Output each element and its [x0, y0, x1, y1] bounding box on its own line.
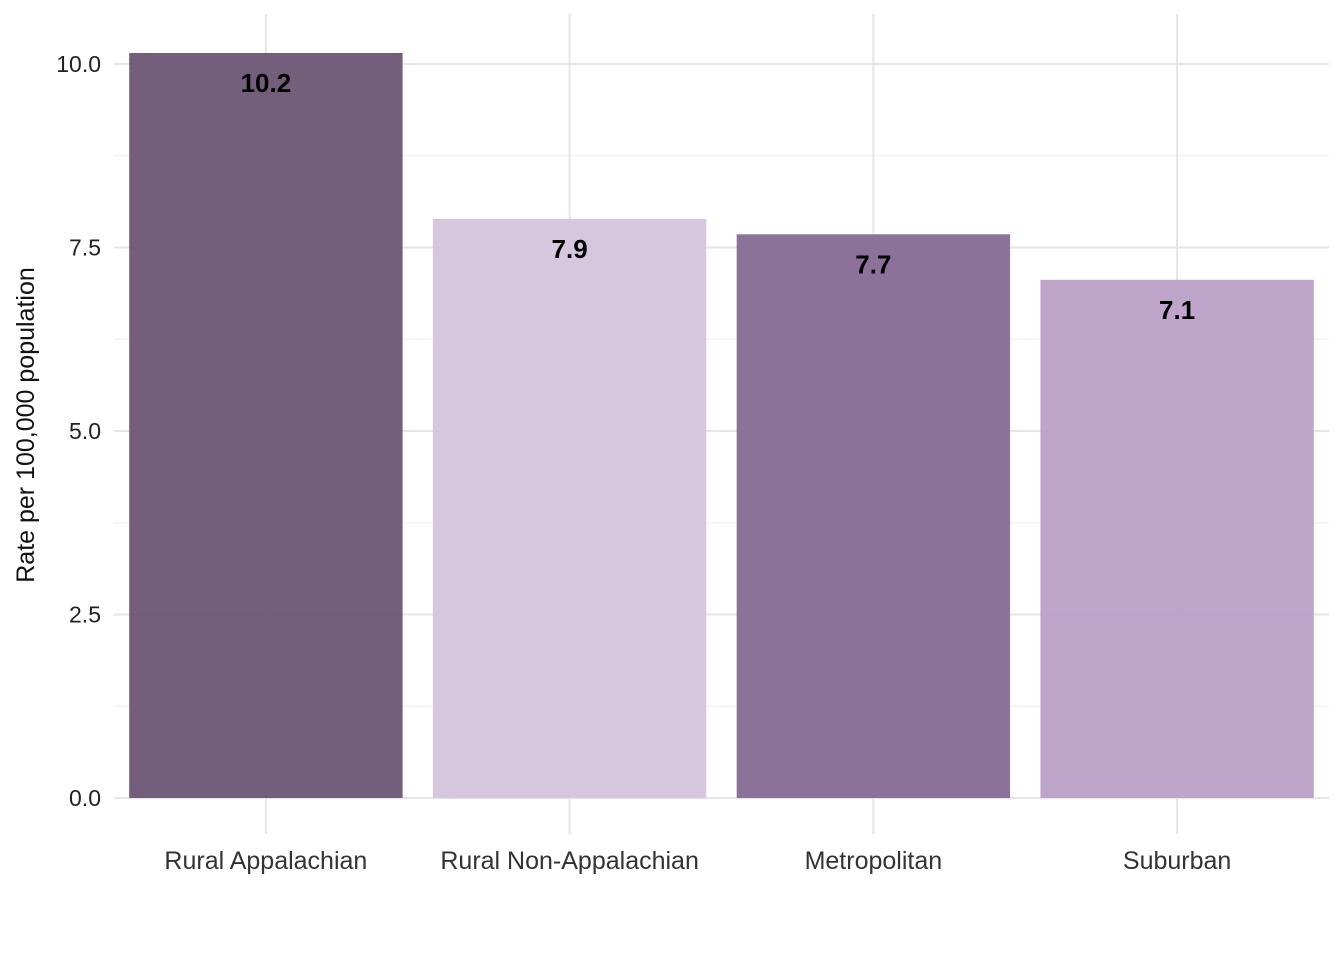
bar-value-label: 10.2	[241, 68, 292, 98]
y-tick-label: 5.0	[69, 418, 101, 444]
bar-value-label: 7.1	[1159, 295, 1195, 325]
bar-value-label: 7.7	[855, 249, 891, 279]
bar-rural-appalachian	[129, 52, 403, 799]
x-tick-label: Rural Non-Appalachian	[440, 847, 698, 875]
bars	[129, 52, 1314, 799]
bar-metropolitan	[736, 234, 1011, 799]
y-tick-label: 7.5	[69, 235, 101, 261]
value-labels: 10.2 7.9 7.7 7.1	[241, 68, 1196, 325]
bar-suburban	[1040, 279, 1314, 798]
x-tick-label: Metropolitan	[805, 847, 943, 875]
y-axis-ticks: 0.0 2.5 5.0 7.5 10.0	[56, 51, 101, 811]
x-axis-ticks: Rural Appalachian Rural Non-Appalachian Me…	[164, 847, 1231, 875]
bar-value-label: 7.9	[552, 234, 588, 264]
bar-rural-non-appalachian	[432, 218, 707, 798]
x-tick-label: Suburban	[1123, 847, 1231, 875]
y-tick-label: 0.0	[69, 785, 101, 811]
y-axis-title: Rate per 100,000 population	[12, 267, 40, 583]
y-tick-label: 10.0	[56, 51, 101, 77]
x-tick-label: Rural Appalachian	[164, 847, 367, 875]
y-tick-label: 2.5	[69, 602, 101, 628]
